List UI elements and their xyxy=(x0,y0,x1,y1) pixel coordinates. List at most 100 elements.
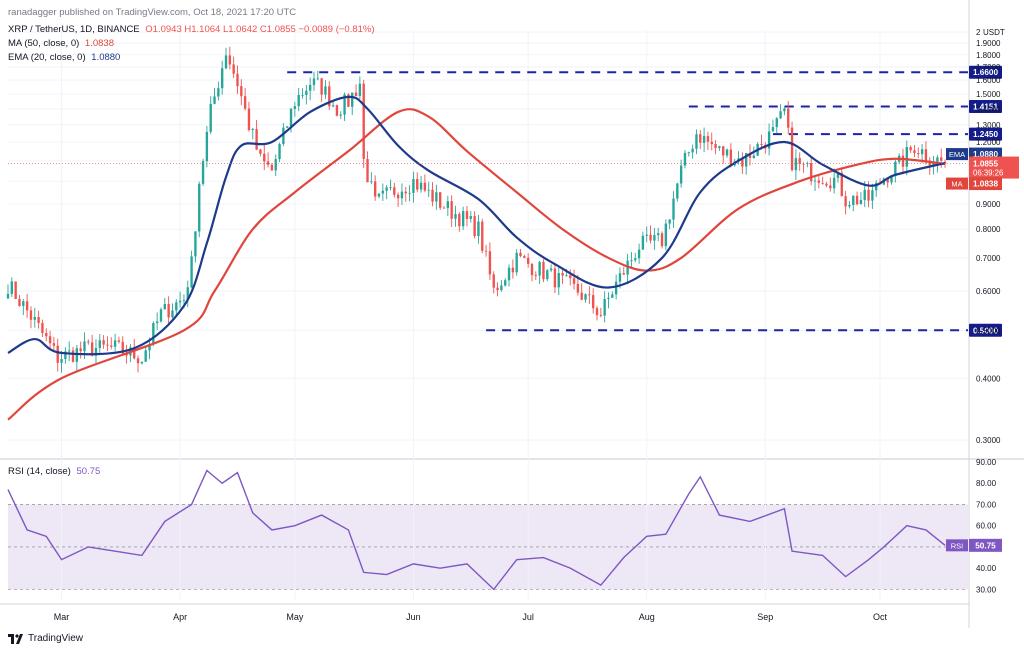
candle xyxy=(875,180,878,197)
candle-body xyxy=(810,163,813,182)
candle xyxy=(79,341,82,359)
candle xyxy=(454,205,457,227)
candle-body xyxy=(699,134,702,143)
candle-body xyxy=(488,251,492,275)
candle xyxy=(328,81,331,111)
candle-body xyxy=(152,323,155,345)
candle-body xyxy=(611,294,614,298)
candle-body xyxy=(351,92,354,107)
candle-body xyxy=(802,163,805,165)
candle-body xyxy=(255,129,258,150)
candle-body xyxy=(339,114,342,116)
candle xyxy=(10,277,14,297)
candle xyxy=(48,330,52,351)
candle-body xyxy=(603,298,606,316)
candle xyxy=(404,186,407,202)
candle-body xyxy=(909,147,912,151)
candle xyxy=(477,214,480,244)
candle-body xyxy=(729,149,733,166)
tradingview-logo[interactable]: TradingView xyxy=(8,633,83,644)
tradingview-logo-icon xyxy=(8,633,23,644)
candle-body xyxy=(530,263,534,276)
rsi-tick-label: 40.00 xyxy=(976,564,997,573)
candle-body xyxy=(354,92,358,96)
last-price-tag xyxy=(969,156,1019,179)
candle xyxy=(155,312,159,330)
candle-body xyxy=(848,204,851,207)
candle xyxy=(163,298,166,310)
candle-body xyxy=(672,198,675,220)
candle xyxy=(396,192,400,207)
candle xyxy=(492,271,495,294)
candle-body xyxy=(64,351,67,360)
candle-body xyxy=(6,293,10,299)
candle xyxy=(481,218,484,254)
candle xyxy=(588,286,591,305)
candle-body xyxy=(163,303,166,310)
candle-body xyxy=(660,233,664,247)
candle-body xyxy=(695,134,698,149)
candle-body xyxy=(396,194,400,199)
candle-body xyxy=(829,185,832,189)
candle xyxy=(251,127,254,140)
candle-body xyxy=(14,281,17,299)
candle-body xyxy=(710,141,713,144)
candle-body xyxy=(423,182,427,191)
candle-body xyxy=(775,118,778,128)
candle xyxy=(894,158,897,183)
candle xyxy=(385,185,388,200)
candle-body xyxy=(787,108,790,128)
candle xyxy=(679,159,683,188)
candle xyxy=(186,280,189,308)
candle-body xyxy=(217,88,220,97)
candle-body xyxy=(622,273,625,275)
ema-legend-value: 1.0880 xyxy=(91,52,121,63)
candle xyxy=(442,205,446,209)
level-tag-label: 1.2450 xyxy=(973,130,998,139)
ema-name-tag xyxy=(946,148,968,161)
candle xyxy=(886,178,889,188)
candle xyxy=(496,282,499,297)
candle xyxy=(622,266,625,276)
candle-body xyxy=(924,149,928,161)
candle xyxy=(205,125,209,168)
candle-body xyxy=(240,86,243,97)
rsi-legend: RSI (14, close) 50.75 xyxy=(8,466,103,477)
candle-body xyxy=(500,285,503,291)
candle-body xyxy=(653,235,656,241)
candle xyxy=(725,148,729,158)
candle xyxy=(33,307,36,328)
price-tick-label: 0.4000 xyxy=(976,374,1001,383)
ema-legend-label: EMA (20, close, 0) xyxy=(8,52,86,63)
candle xyxy=(653,227,656,250)
candle-body xyxy=(484,250,488,252)
candle xyxy=(523,254,526,259)
candle xyxy=(699,130,702,149)
candle-body xyxy=(894,161,897,177)
candle xyxy=(526,253,530,268)
candle xyxy=(94,339,98,364)
candle-body xyxy=(427,189,430,191)
candle xyxy=(389,179,392,191)
candle xyxy=(98,334,101,355)
candle xyxy=(572,269,576,290)
candle xyxy=(488,242,492,280)
candle xyxy=(56,338,59,372)
candle xyxy=(431,182,434,207)
candle-body xyxy=(182,299,186,301)
candle-body xyxy=(201,161,205,184)
price-tick-label: 0.5000 xyxy=(976,326,1001,335)
candle-body xyxy=(171,310,174,318)
candle-body xyxy=(381,190,385,194)
candle xyxy=(584,293,587,303)
tradingview-brand: TradingView xyxy=(28,633,84,644)
axes: 2 1.9000 1.8000 1.7000 1.6000 1.5000 1.4000 1.3… xyxy=(54,28,1005,622)
candle-body xyxy=(358,83,362,96)
rsi-value-tag xyxy=(969,538,1002,552)
candle-body xyxy=(90,342,94,356)
candle xyxy=(913,144,916,158)
candle-body xyxy=(657,233,660,236)
candle-body xyxy=(744,153,748,167)
candle xyxy=(790,121,794,172)
